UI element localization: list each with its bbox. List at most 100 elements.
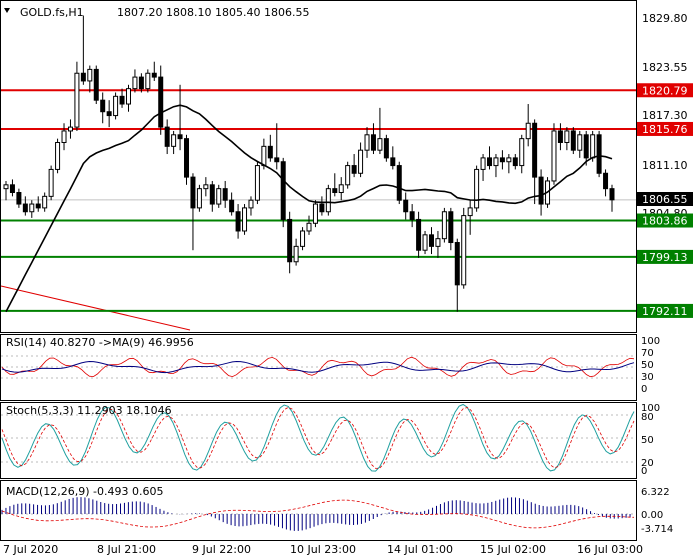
candle-body bbox=[119, 95, 125, 105]
candle-body bbox=[235, 211, 241, 232]
moving-average-line bbox=[5, 104, 613, 313]
candle-body bbox=[461, 215, 467, 286]
candle-body bbox=[184, 138, 190, 178]
candle-body bbox=[493, 157, 499, 167]
trend-line[interactable] bbox=[0, 285, 191, 331]
horizontal-levels[interactable] bbox=[1, 89, 636, 312]
price-tick: 1829.80 bbox=[642, 12, 688, 25]
indicator-gridlines bbox=[1, 355, 636, 515]
candle-body bbox=[525, 122, 531, 140]
candle-body bbox=[512, 157, 518, 167]
candle-body bbox=[480, 157, 486, 170]
candle-body bbox=[248, 199, 254, 209]
level-labels: 1820.79 1815.76 1803.86 1799.13 1792.11 bbox=[637, 83, 693, 318]
time-axis: 7 Jul 2020 8 Jul 21:00 9 Jul 22:00 10 Ju… bbox=[3, 543, 643, 556]
time-tick: 9 Jul 22:00 bbox=[192, 543, 251, 556]
candle-body bbox=[454, 242, 460, 286]
candle-body bbox=[364, 134, 370, 151]
level-price-box bbox=[637, 249, 693, 264]
time-tick: 14 Jul 01:00 bbox=[387, 543, 453, 556]
candle-body bbox=[583, 134, 589, 159]
time-tick: 16 Jul 03:00 bbox=[577, 543, 643, 556]
time-tick: 8 Jul 21:00 bbox=[97, 543, 156, 556]
time-tick: 15 Jul 02:00 bbox=[480, 543, 546, 556]
candle-body bbox=[93, 68, 99, 101]
stoch-label: Stoch(5,3,3) 11.2903 18.1046 bbox=[6, 404, 172, 417]
candle-body bbox=[596, 134, 602, 174]
candle-body bbox=[351, 165, 357, 174]
current-price-label: 1806.55 bbox=[642, 193, 688, 206]
candle-body bbox=[222, 188, 228, 201]
candle-body bbox=[538, 176, 544, 205]
candle-body bbox=[467, 207, 473, 217]
panel-frame bbox=[0, 334, 637, 401]
candle-body bbox=[158, 76, 164, 128]
candle-body bbox=[87, 68, 93, 82]
macd-tick: -3.714 bbox=[641, 524, 673, 535]
candle-body bbox=[164, 126, 170, 147]
candle-body bbox=[171, 134, 177, 147]
candle-body bbox=[416, 218, 422, 251]
stoch-signal-line bbox=[1, 406, 635, 469]
candle-body bbox=[422, 234, 428, 251]
candle-body bbox=[564, 130, 570, 143]
dropdown-triangle-icon[interactable] bbox=[4, 8, 10, 13]
candle-body bbox=[487, 157, 493, 167]
header-symbol-group: GOLD.fs,H1 1807.20 1808.10 1805.40 1806.… bbox=[4, 6, 309, 19]
candle-body bbox=[138, 76, 144, 90]
indicator-lines bbox=[1, 356, 635, 531]
rsi-label: RSI(14) 40.8270 ->MA(9) 46.9956 bbox=[6, 336, 194, 349]
candle-body bbox=[435, 238, 441, 247]
candle-body bbox=[377, 138, 383, 151]
level-price-box bbox=[637, 121, 693, 136]
candle-body bbox=[254, 165, 260, 201]
candle-body bbox=[306, 222, 312, 232]
level-price-label: 1803.86 bbox=[642, 215, 688, 228]
candle-body bbox=[177, 134, 183, 140]
candle-body bbox=[55, 141, 61, 170]
stoch-tick: 50 bbox=[641, 435, 654, 446]
candle-body bbox=[370, 134, 376, 151]
candle-body bbox=[383, 138, 389, 159]
price-tick: 1823.55 bbox=[642, 61, 688, 74]
level-price-label: 1815.76 bbox=[642, 123, 688, 136]
candle-body bbox=[287, 218, 293, 263]
level-price-box bbox=[637, 303, 693, 318]
candle-body bbox=[403, 199, 409, 213]
rsi-tick: 50 bbox=[641, 360, 654, 371]
candle-body bbox=[325, 188, 331, 213]
candle-body bbox=[590, 134, 596, 159]
candle-body bbox=[396, 165, 402, 201]
candle-body bbox=[145, 72, 151, 90]
candle-body bbox=[125, 88, 131, 105]
candle-body bbox=[132, 76, 138, 90]
candle-body bbox=[106, 111, 112, 117]
macd-signal-line bbox=[1, 499, 635, 529]
candle-body bbox=[29, 203, 35, 213]
downtrend-line bbox=[0, 285, 191, 331]
candle-body bbox=[448, 211, 454, 244]
candle-body bbox=[409, 211, 415, 220]
macd-tick: 6.322 bbox=[641, 487, 670, 498]
candle-body bbox=[474, 168, 480, 209]
macd-tick: 0.00 bbox=[641, 510, 663, 521]
candle-body bbox=[300, 230, 306, 247]
candle-body bbox=[280, 161, 286, 220]
candle-body bbox=[190, 176, 196, 209]
candle-body bbox=[519, 138, 525, 167]
candle-body bbox=[209, 184, 215, 205]
level-price-box bbox=[637, 213, 693, 228]
candle-body bbox=[506, 157, 512, 163]
candle-body bbox=[499, 157, 505, 163]
rsi-tick: 70 bbox=[641, 348, 654, 359]
stoch-tick: 100 bbox=[641, 403, 660, 414]
rsi-tick: 30 bbox=[641, 372, 654, 383]
current-price-box: 1806.55 bbox=[637, 192, 693, 206]
candle-body bbox=[113, 95, 119, 117]
rsi-ma-line bbox=[1, 360, 635, 374]
candle-body bbox=[203, 184, 209, 190]
candle-body bbox=[3, 184, 9, 190]
price-tick: 1811.10 bbox=[642, 159, 688, 172]
panel-frames bbox=[0, 0, 637, 541]
